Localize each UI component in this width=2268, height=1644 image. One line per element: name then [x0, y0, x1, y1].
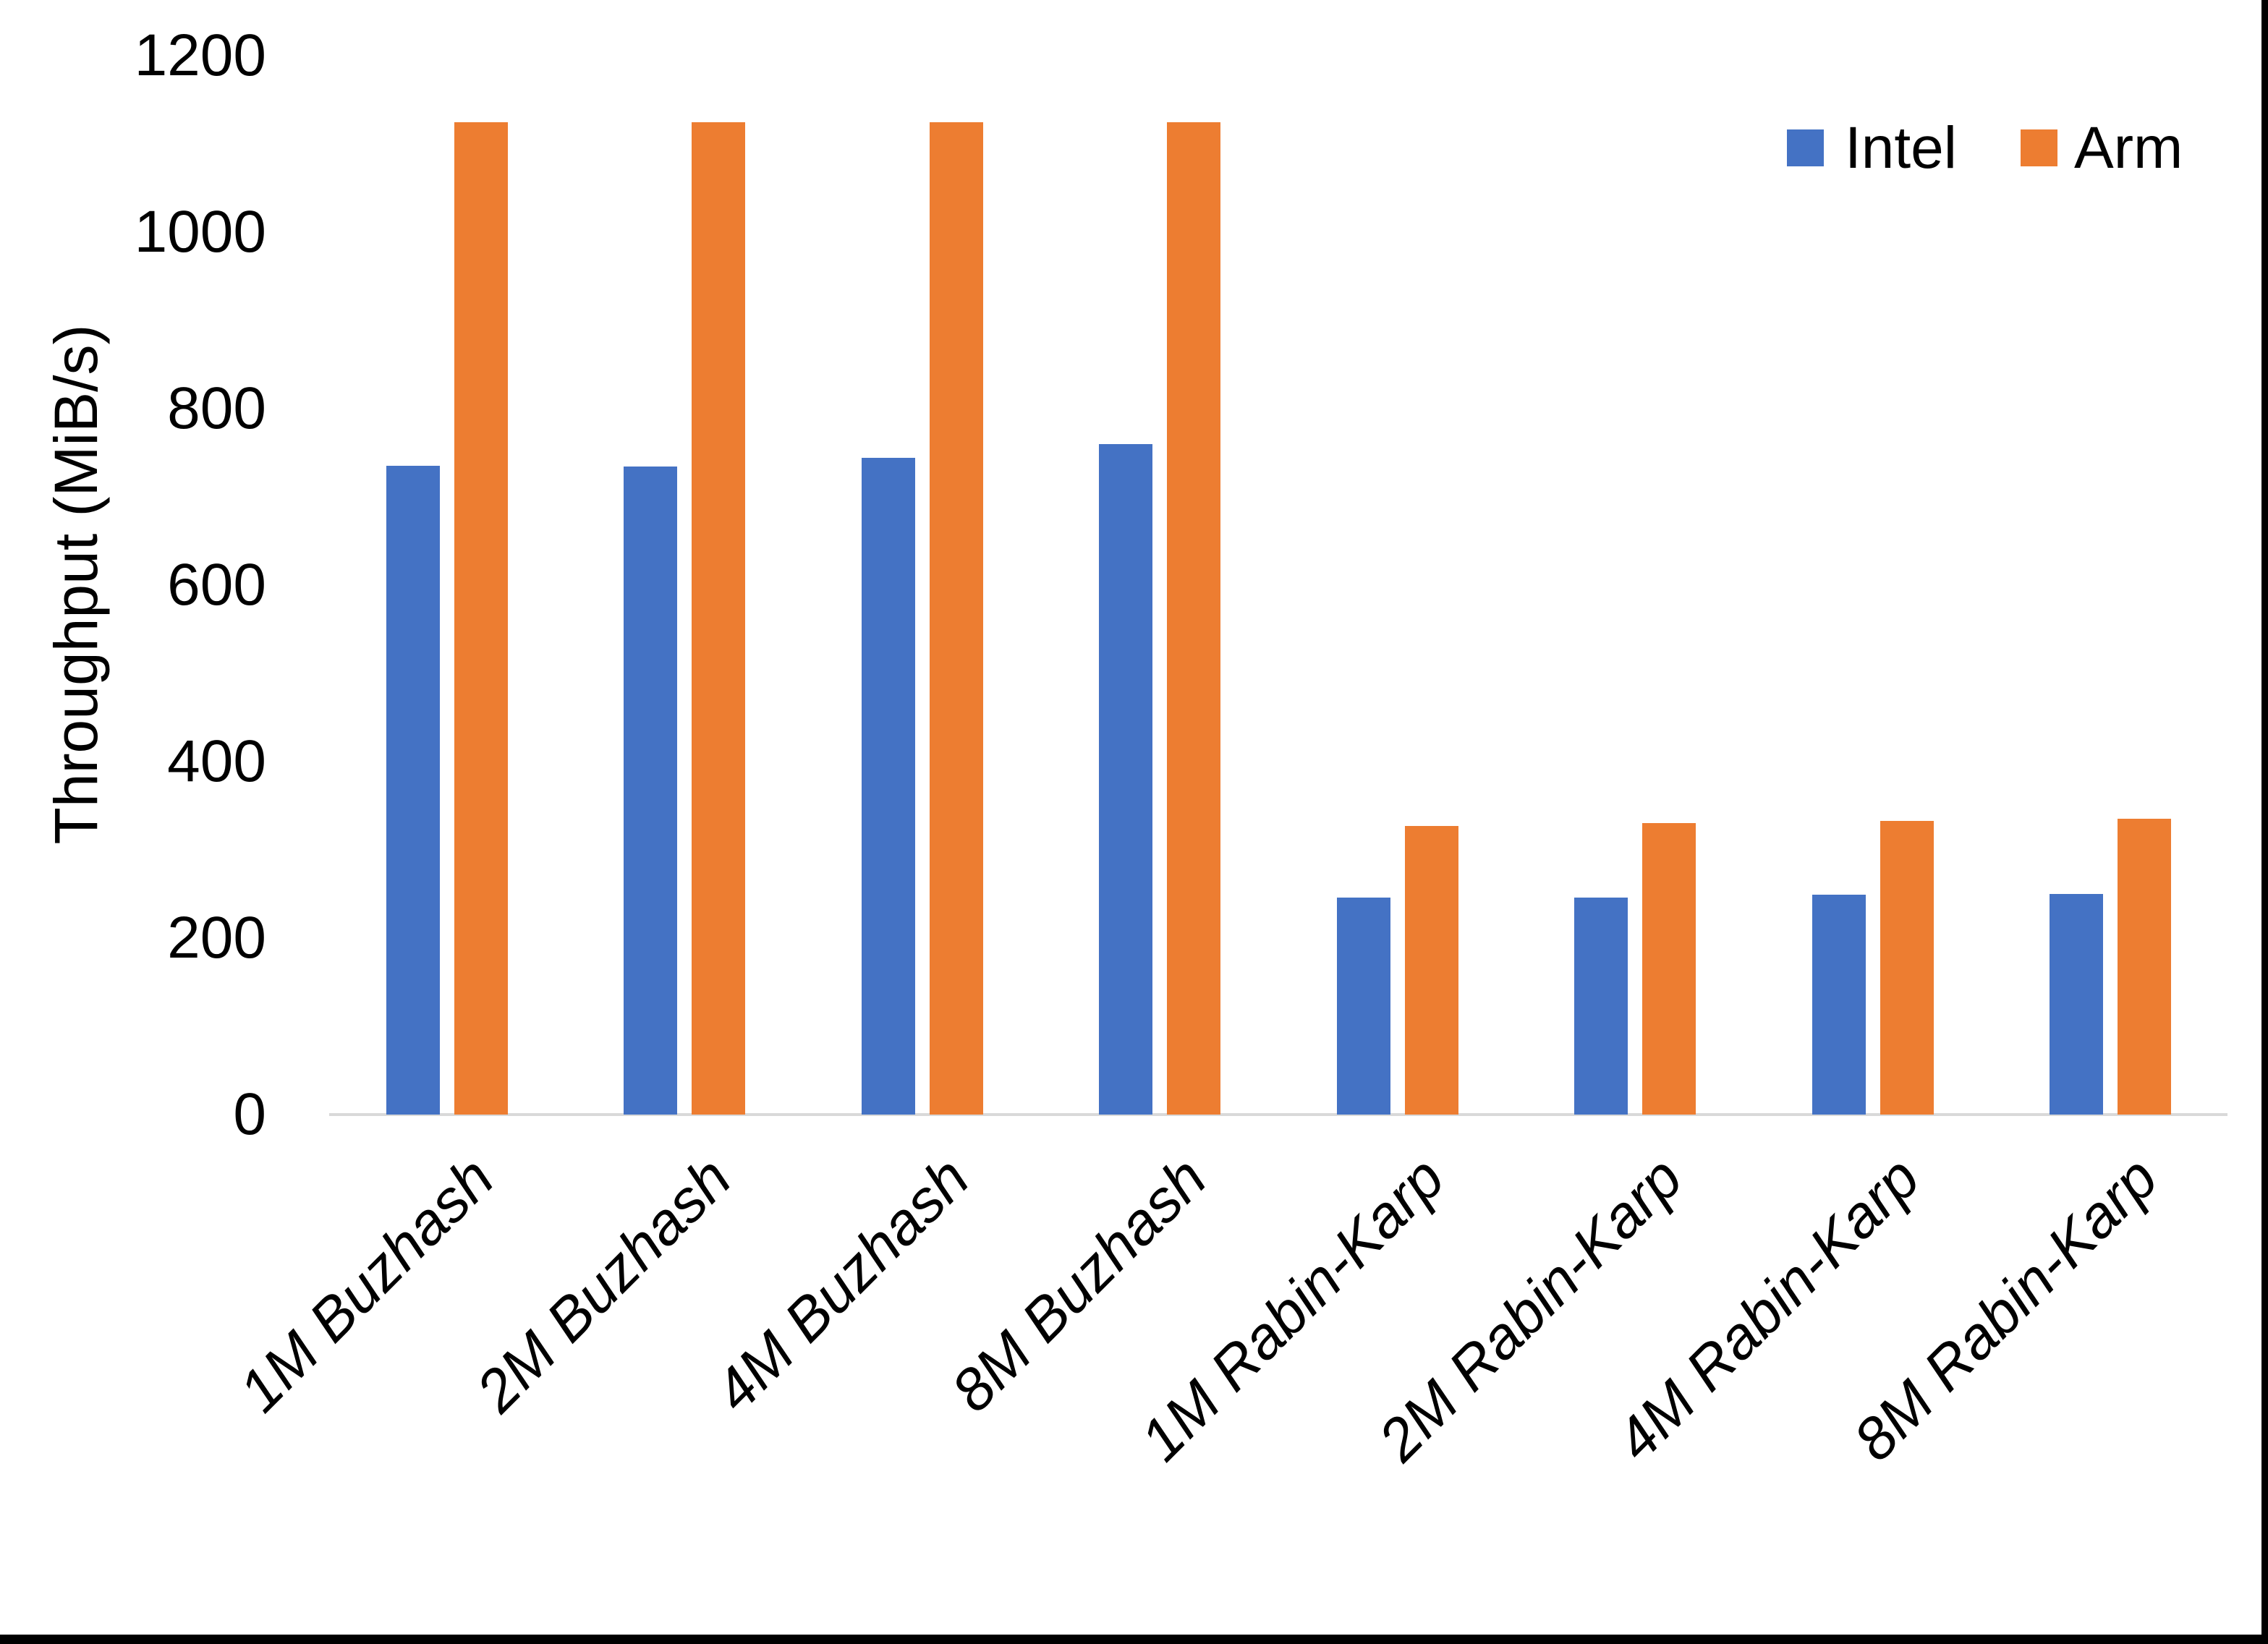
y-tick-0: 0: [233, 1081, 266, 1147]
y-tick-1000: 1000: [134, 198, 266, 265]
x-label-1m-buzhash: 1M Buzhash: [226, 1144, 506, 1425]
x-axis-line: [329, 1113, 2227, 1116]
legend-label-intel: Intel: [1845, 115, 1957, 181]
bar-intel-2m-buzhash: [624, 467, 677, 1115]
bar-arm-4m-buzhash: [929, 122, 983, 1115]
x-label-4m-buzhash: 4M Buzhash: [702, 1144, 982, 1425]
bar-intel-1m-rabin-karp: [1336, 897, 1390, 1115]
bar-arm-1m-buzhash: [454, 122, 508, 1115]
y-tick-400: 400: [167, 728, 266, 794]
bar-intel-2m-rabin-karp: [1574, 897, 1628, 1115]
bar-intel-1m-buzhash: [386, 466, 440, 1115]
legend-swatch-intel: [1787, 129, 1824, 166]
x-label-2m-buzhash: 2M Buzhash: [464, 1144, 744, 1425]
bar-arm-8m-rabin-karp: [2118, 819, 2171, 1115]
y-tick-1200: 1200: [134, 22, 266, 88]
right-border: [2261, 0, 2268, 1644]
y-tick-200: 200: [167, 904, 266, 971]
bar-arm-8m-buzhash: [1167, 122, 1220, 1115]
y-tick-600: 600: [167, 551, 266, 618]
bar-arm-1m-rabin-karp: [1404, 825, 1458, 1115]
bar-intel-4m-rabin-karp: [1812, 895, 1866, 1115]
bar-arm-4m-rabin-karp: [1880, 820, 1934, 1115]
bar-intel-8m-rabin-karp: [2050, 893, 2103, 1115]
bottom-border: [0, 1635, 2268, 1644]
legend-swatch-arm: [2021, 129, 2057, 166]
legend-label-arm: Arm: [2074, 115, 2183, 181]
bar-arm-2m-rabin-karp: [1642, 823, 1696, 1115]
bar-intel-4m-buzhash: [861, 458, 915, 1115]
bar-arm-2m-buzhash: [692, 122, 745, 1115]
bar-intel-8m-buzhash: [1099, 443, 1152, 1115]
y-tick-800: 800: [167, 375, 266, 441]
